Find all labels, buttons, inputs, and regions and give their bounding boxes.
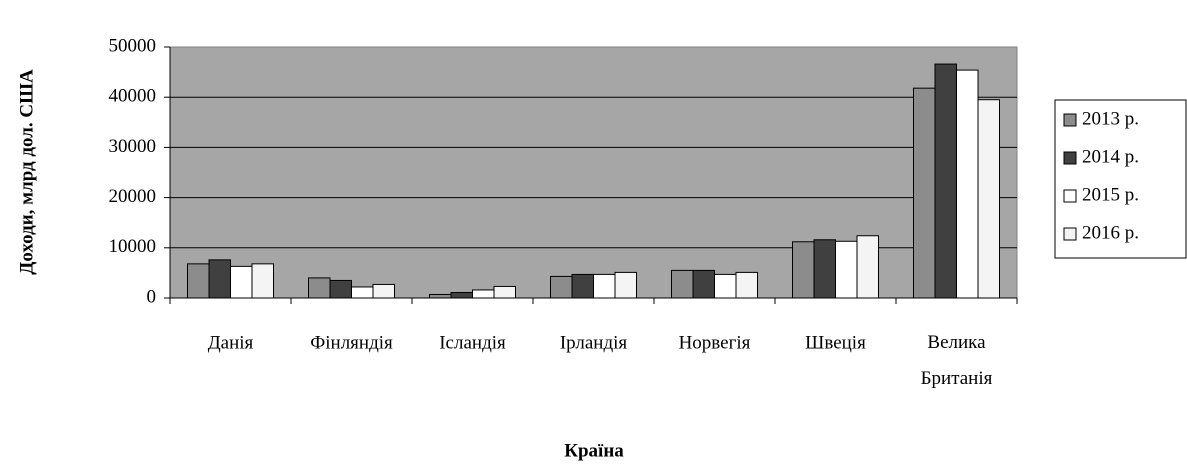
- legend-swatch: [1063, 189, 1077, 203]
- x-tick-label: Фінляндія: [310, 332, 393, 353]
- bar: [813, 239, 836, 299]
- bar: [792, 241, 815, 299]
- x-tick-label: Данія: [208, 332, 254, 353]
- bar: [835, 240, 858, 299]
- bar: [714, 273, 737, 299]
- bar: [308, 277, 331, 299]
- legend-label: 2016 р.: [1082, 222, 1139, 243]
- bar: [856, 235, 879, 299]
- bar: [956, 69, 979, 299]
- bar: [251, 263, 274, 299]
- y-tick-label: 0: [147, 286, 157, 307]
- bar: [187, 263, 210, 299]
- y-tick-label: 20000: [109, 186, 157, 207]
- bar: [208, 259, 231, 299]
- bar: [230, 265, 253, 299]
- x-tick-label: Норвегія: [679, 332, 751, 353]
- legend-swatch: [1063, 151, 1077, 165]
- legend-label: 2014 р.: [1082, 146, 1139, 167]
- bar: [614, 271, 637, 299]
- y-tick-label: 30000: [109, 136, 157, 157]
- bar: [329, 279, 352, 299]
- bar: [593, 273, 616, 299]
- bar: [934, 63, 957, 299]
- bar: [671, 269, 694, 299]
- x-tick-label: Ірландія: [560, 332, 628, 353]
- plot-area: [169, 46, 1018, 299]
- legend-swatch: [1063, 113, 1077, 127]
- y-tick-label: 40000: [109, 86, 157, 107]
- x-tick-label: Ісландія: [439, 332, 506, 353]
- bar: [351, 286, 374, 299]
- bar: [913, 87, 936, 299]
- bar: [429, 293, 452, 299]
- legend-label: 2013 р.: [1082, 108, 1139, 129]
- bar: [692, 269, 715, 299]
- x-tick-label: Велика Британія: [921, 332, 993, 389]
- bar: [372, 283, 395, 299]
- y-tick-label: 50000: [109, 35, 157, 56]
- bar: [550, 275, 573, 299]
- x-axis-title: Країна: [564, 440, 624, 461]
- legend-label: 2015 р.: [1082, 184, 1139, 205]
- bar: [977, 99, 1000, 299]
- bar: [571, 273, 594, 299]
- x-tick-label: Швеція: [805, 332, 866, 353]
- y-axis-title: Доходи, млрд дол. США: [16, 69, 37, 275]
- y-tick-label: 10000: [109, 236, 157, 257]
- bar: [472, 289, 495, 299]
- bar: [450, 291, 473, 299]
- bar: [735, 271, 758, 299]
- bar: [493, 285, 516, 299]
- legend: [1054, 99, 1187, 259]
- legend-swatch: [1063, 227, 1077, 241]
